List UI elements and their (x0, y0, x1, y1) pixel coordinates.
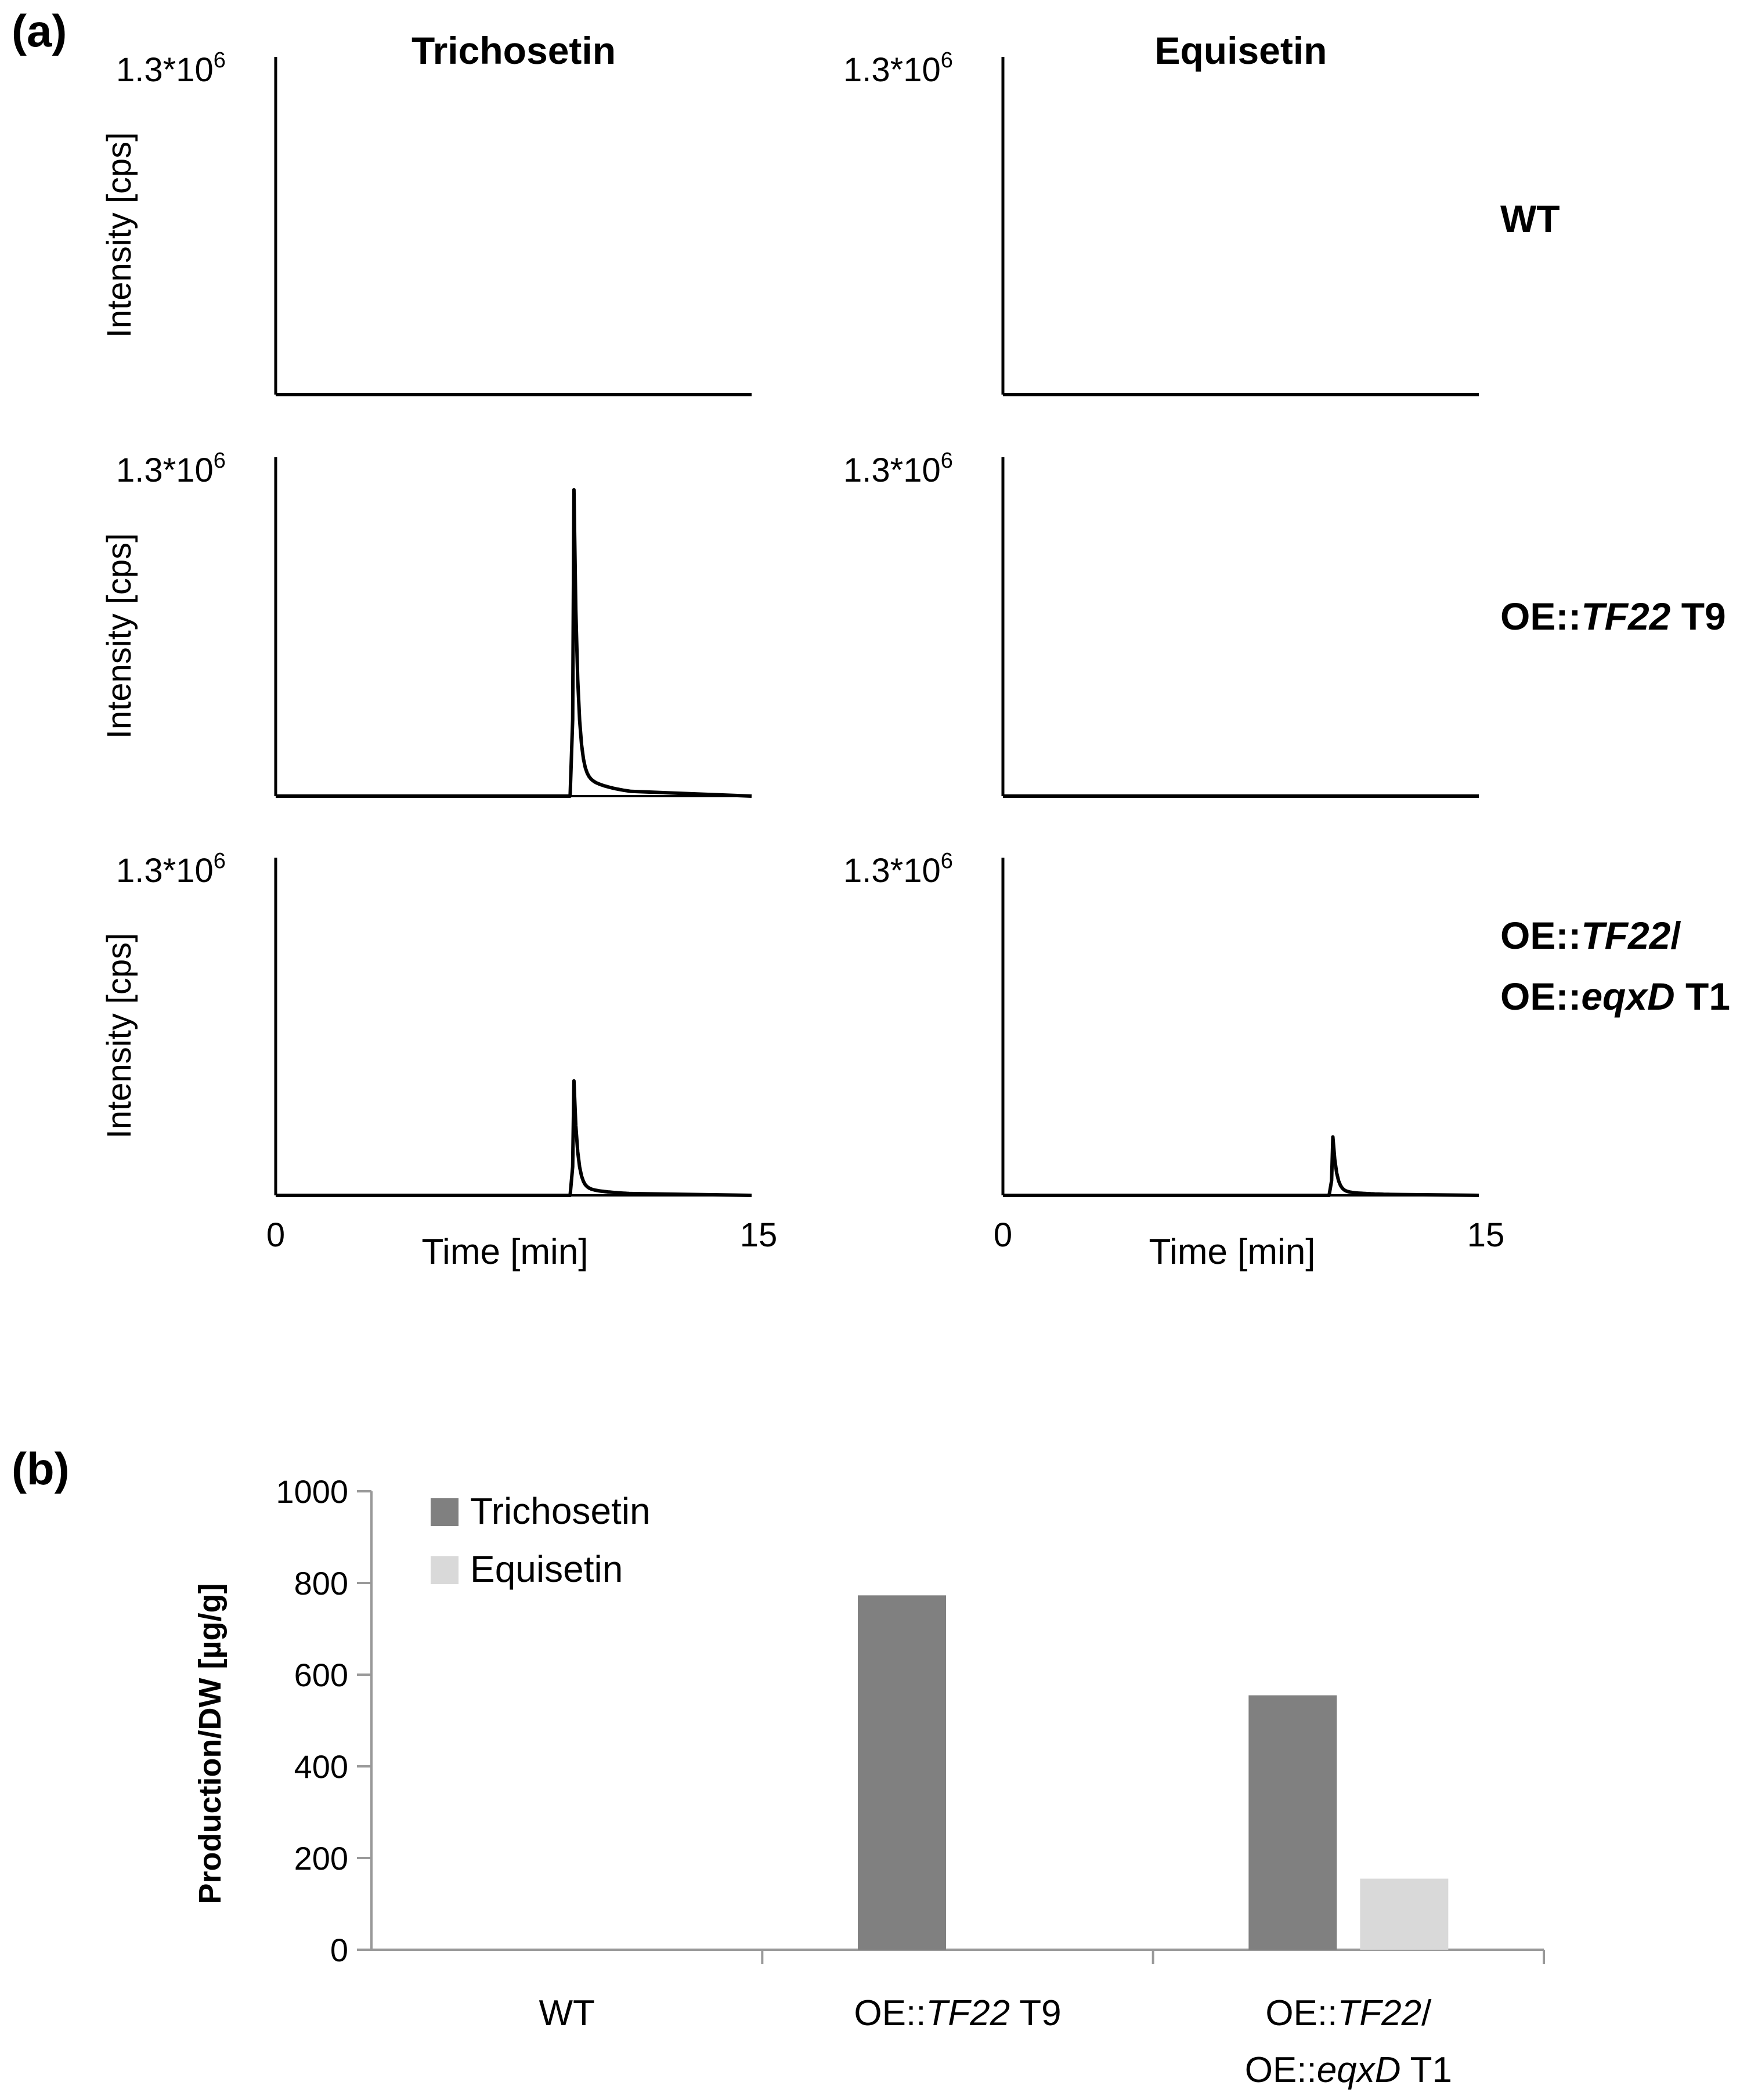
y-tick-label: 800 (294, 1565, 348, 1602)
y-max-tick-label: 1.3*106 (843, 449, 953, 489)
category-label: WT (539, 1993, 594, 2033)
bar-chart-panel: 0 200 400 600 800 1000 Production/DW [µg/g] WT O… (193, 1473, 1545, 2090)
y-max-tick-label: 1.3*106 (116, 849, 226, 890)
category-label: OE::TF22 T9 (854, 1993, 1061, 2033)
y-tick-label: 600 (294, 1657, 348, 1693)
row-label: OE::TF22/ (1500, 914, 1681, 957)
y-tick-label: 0 (330, 1932, 348, 1968)
y-max-tick-label: 1.3*106 (116, 449, 226, 489)
y-tick-label: 400 (294, 1748, 348, 1785)
chromatogram-trace (276, 1079, 752, 1197)
y-axis-label: Production/DW [µg/g] (193, 1584, 228, 1904)
panel-a-label: (a) (12, 5, 67, 56)
x-tick-label: 15 (1467, 1216, 1505, 1254)
y-axis-label: Intensity [cps] (100, 533, 138, 739)
legend-label: Trichosetin (470, 1490, 651, 1532)
y-max-tick-label: 1.3*106 (843, 849, 953, 890)
x-tick-label: 15 (740, 1216, 778, 1254)
y-max-tick-label: 1.3*106 (843, 48, 953, 89)
y-tick-label: 200 (294, 1840, 348, 1877)
bar (1360, 1878, 1449, 1950)
bar (858, 1595, 946, 1950)
chromatogram-trace (276, 488, 752, 798)
row-label: WT (1500, 197, 1560, 240)
row-label: OE::eqxD T1 (1500, 975, 1730, 1018)
x-axis-label: Time [min] (1149, 1232, 1315, 1272)
chromatogram-panel: Trichosetin Equisetin 1.3*106 Intensity [cp… (100, 29, 1730, 1272)
x-tick-label: 0 (266, 1216, 285, 1254)
y-axis-label: Intensity [cps] (100, 933, 138, 1139)
x-axis-label: Time [min] (421, 1232, 588, 1272)
chromatogram-trace (1003, 1135, 1479, 1197)
y-axis-label: Intensity [cps] (100, 132, 138, 338)
category-label: OE::TF22/ (1265, 1993, 1432, 2033)
panel-b-label: (b) (12, 1443, 70, 1494)
row-label: OE::TF22 T9 (1500, 595, 1726, 638)
legend-swatch (431, 1556, 459, 1584)
x-tick-label: 0 (994, 1216, 1012, 1254)
legend-label: Equisetin (470, 1548, 623, 1590)
y-max-tick-label: 1.3*106 (116, 48, 226, 89)
y-tick-label: 1000 (276, 1473, 348, 1510)
column-title: Equisetin (1154, 29, 1327, 72)
category-label: OE::eqxD T1 (1245, 2050, 1452, 2090)
legend-swatch (431, 1498, 459, 1526)
column-title: Trichosetin (411, 29, 616, 72)
bar (1248, 1695, 1337, 1950)
